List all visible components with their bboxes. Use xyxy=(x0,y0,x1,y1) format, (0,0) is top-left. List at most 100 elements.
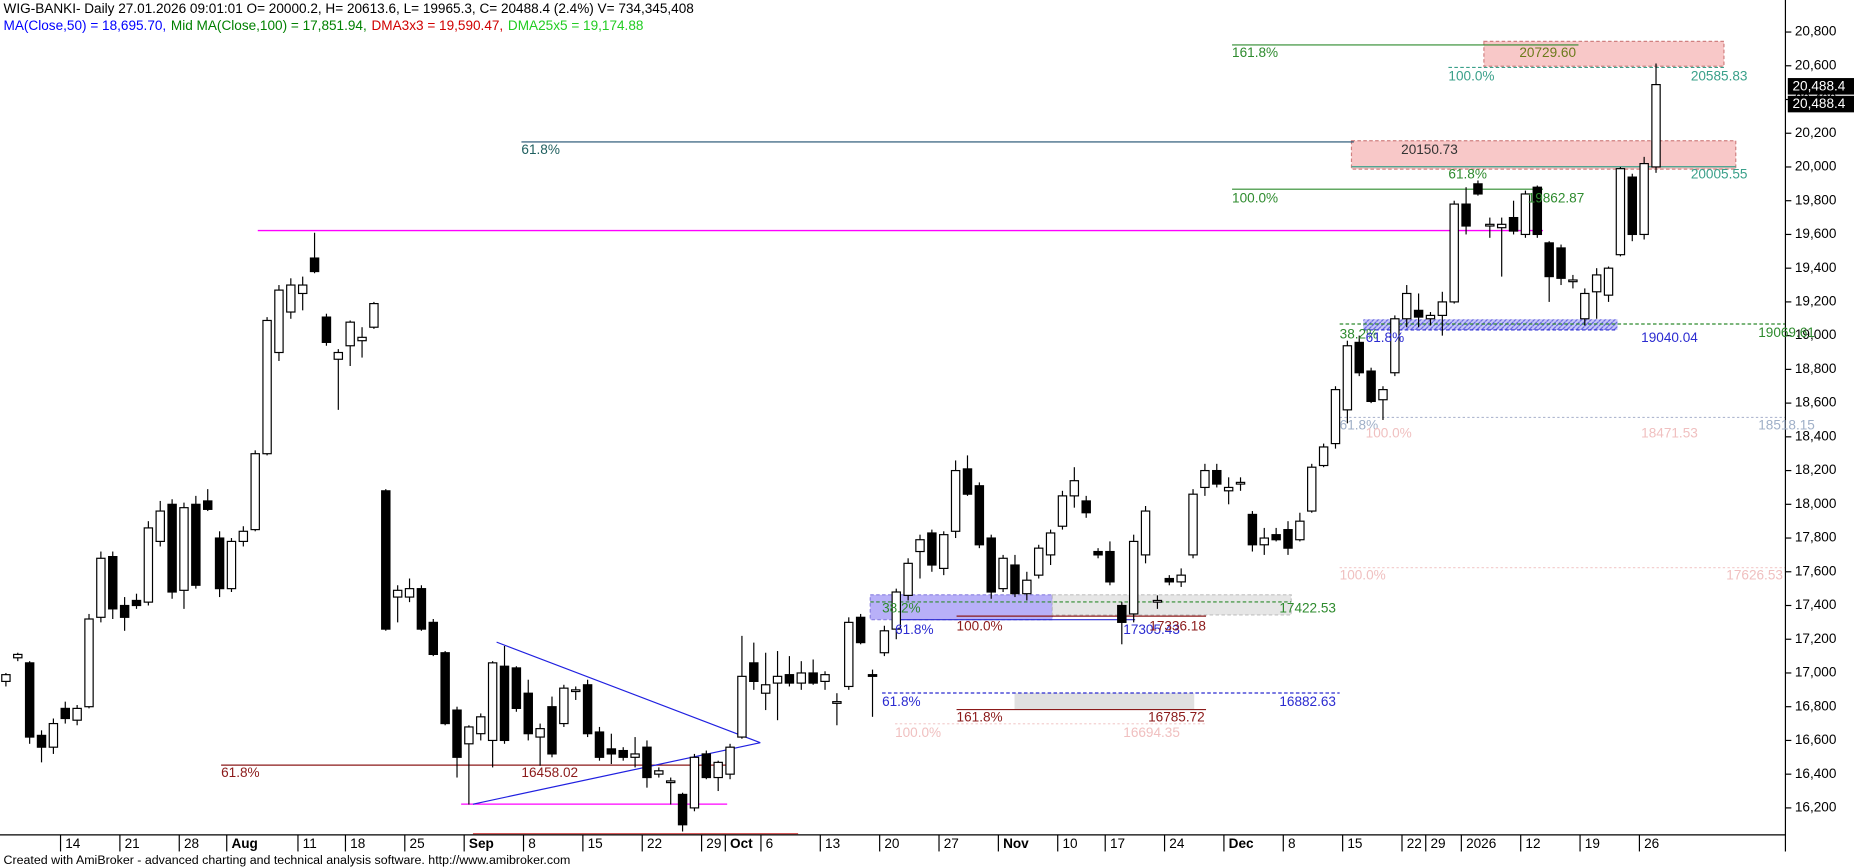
candle-body xyxy=(749,662,759,682)
candle-body xyxy=(1057,495,1068,527)
x-tick-label: 13 xyxy=(825,836,840,851)
y-tick-label: 19,000 xyxy=(1795,327,1837,342)
candle-body xyxy=(820,674,830,682)
candle-body xyxy=(832,701,842,704)
candle-body xyxy=(950,469,961,532)
candle-body xyxy=(416,588,427,630)
candle-body xyxy=(986,537,996,593)
candle-body xyxy=(1568,279,1578,283)
candle-body xyxy=(1520,193,1531,236)
x-tick-label: Nov xyxy=(1003,836,1029,851)
candle-body xyxy=(333,351,344,360)
candle-body xyxy=(808,672,818,684)
candle-body xyxy=(844,621,854,688)
chart-title: WIG-BANKI- Daily 27.01.2026 09:01:01 O= … xyxy=(4,1,694,16)
y-tick-label: 20,000 xyxy=(1795,159,1837,174)
candle-body xyxy=(369,303,379,328)
annotation: 100.0% xyxy=(1232,190,1278,205)
candle-body xyxy=(499,665,510,742)
candle-body xyxy=(594,731,605,758)
candle-body xyxy=(1022,579,1032,595)
candle-body xyxy=(1223,486,1234,492)
candle-body xyxy=(630,753,640,758)
candle-body xyxy=(1176,574,1186,583)
candle-body xyxy=(760,684,771,694)
candle-body xyxy=(1485,223,1495,227)
x-tick-label: 22 xyxy=(647,836,662,851)
candle-body xyxy=(1283,529,1293,549)
candle-body xyxy=(428,621,439,656)
y-tick-label: 20,200 xyxy=(1795,125,1837,140)
candle-body xyxy=(1200,469,1210,489)
zone xyxy=(1014,692,1195,710)
x-tick-label: 8 xyxy=(1288,836,1296,851)
candle-body xyxy=(84,618,94,708)
candle-body xyxy=(131,599,142,607)
candle-body xyxy=(1010,564,1020,595)
candle-body xyxy=(1401,292,1412,320)
x-tick-label: 24 xyxy=(1169,836,1185,851)
candle-body xyxy=(1271,534,1281,541)
candle-body xyxy=(665,780,676,784)
annotation: 100.0% xyxy=(1340,568,1386,583)
y-tick-label: 16,600 xyxy=(1795,732,1837,747)
candle-body xyxy=(1496,223,1507,229)
annotation: 38.2% xyxy=(882,601,921,616)
candle-body xyxy=(1580,292,1590,320)
x-tick-label: 17 xyxy=(1110,836,1125,851)
y-tick-label: 18,400 xyxy=(1795,428,1837,443)
candle-body xyxy=(1390,318,1400,374)
y-tick-label: 18,200 xyxy=(1795,462,1837,477)
price-tag xyxy=(1787,78,1854,95)
x-tick-label: 8 xyxy=(528,836,536,851)
candle-body xyxy=(1235,481,1246,485)
candle-body xyxy=(226,540,237,590)
candle-body xyxy=(357,336,367,342)
annotation: 17626.53 xyxy=(1726,568,1783,583)
y-tick-label: 16,200 xyxy=(1795,799,1837,814)
candle-body xyxy=(927,532,937,566)
candle-body xyxy=(321,316,332,343)
x-tick-label: Sep xyxy=(469,836,494,851)
annotation: 61.8% xyxy=(895,622,934,637)
y-tick-label: 17,000 xyxy=(1795,665,1837,680)
candle-body xyxy=(796,672,807,684)
annotation: 17422.53 xyxy=(1279,601,1336,616)
candle-body xyxy=(13,653,23,659)
y-tick-label: 17,600 xyxy=(1795,563,1837,578)
candle-body xyxy=(1413,309,1424,318)
y-tick-label: 18,000 xyxy=(1795,496,1837,511)
zone xyxy=(1051,594,1292,616)
price-tag xyxy=(1787,95,1854,113)
candle-body xyxy=(381,490,391,630)
candle-body xyxy=(179,507,189,591)
legend-entry: DMA25x5 = 19,174.88 xyxy=(508,18,643,33)
candle-body xyxy=(48,722,59,748)
y-tick-label: 20,800 xyxy=(1795,24,1837,39)
annotation: 20005.55 xyxy=(1691,167,1748,182)
candle-body xyxy=(1425,314,1436,320)
x-tick-label: Aug xyxy=(231,836,257,851)
candle-body xyxy=(891,591,901,630)
candle-body xyxy=(72,707,82,721)
candle-body xyxy=(214,537,225,590)
candle-body xyxy=(1295,520,1305,541)
candle-body xyxy=(1033,547,1044,576)
candle-body xyxy=(392,589,403,598)
x-tick-label: 12 xyxy=(1525,836,1540,851)
candle-body xyxy=(167,503,177,593)
candle-body xyxy=(345,321,355,347)
annotation: 38.2% xyxy=(1340,326,1379,341)
trend-line xyxy=(472,742,761,805)
candle-body xyxy=(523,692,533,735)
candle-body xyxy=(487,662,498,742)
candle-body xyxy=(1603,267,1614,296)
candle-body xyxy=(1651,84,1661,168)
candle-body xyxy=(1461,203,1471,227)
candle-body xyxy=(1152,599,1163,603)
y-tick-label: 17,200 xyxy=(1795,631,1837,646)
x-tick-label: 22 xyxy=(1407,836,1422,851)
legend: MA(Close,50) = 18,695.70, Mid MA(Close,10… xyxy=(4,18,644,33)
candle-body xyxy=(119,604,130,618)
candle-body xyxy=(1117,604,1127,623)
